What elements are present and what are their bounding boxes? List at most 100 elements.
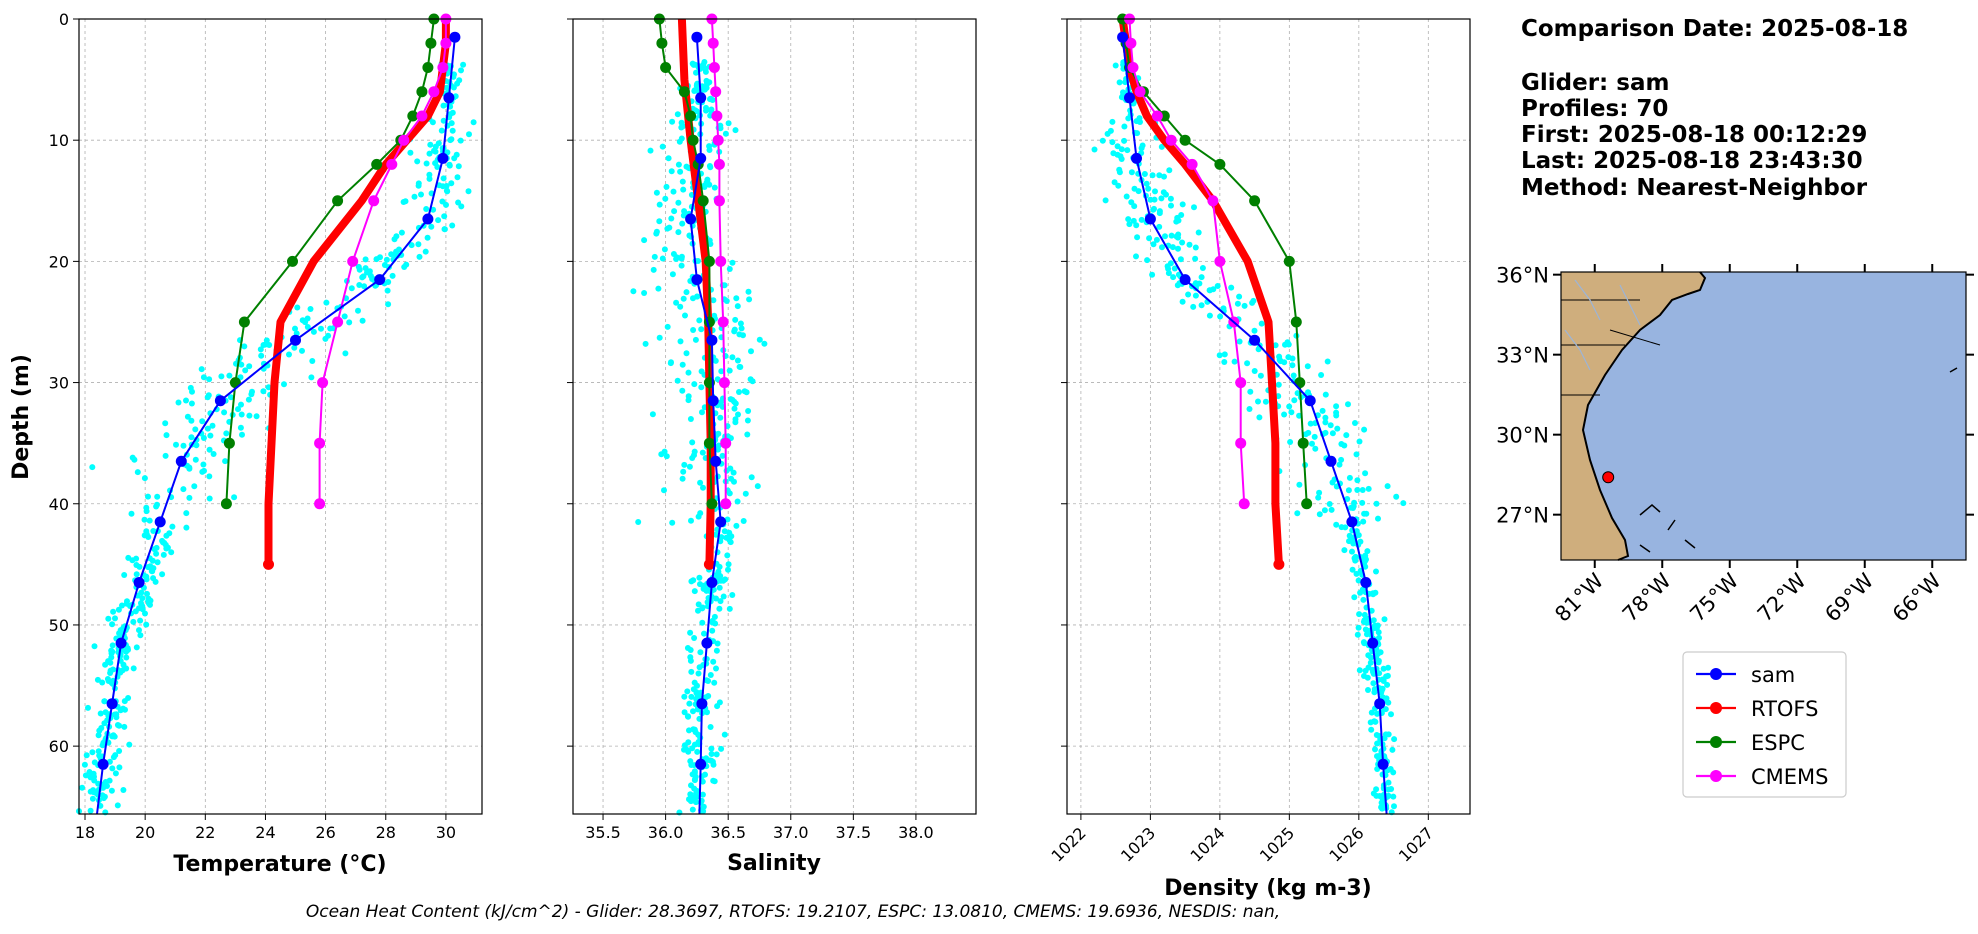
- scatter-point: [83, 752, 90, 759]
- scatter-point: [1385, 779, 1392, 786]
- scatter-point: [1349, 566, 1356, 573]
- scatter-point: [193, 442, 200, 449]
- scatter-point: [635, 519, 642, 525]
- scatter-point: [678, 255, 685, 262]
- scatter-point: [1170, 274, 1177, 281]
- scatter-point: [162, 452, 169, 459]
- scatter-point: [1377, 649, 1384, 656]
- scatter-point: [1355, 532, 1362, 539]
- series-line-sam: [689, 37, 722, 815]
- scatter-point: [414, 158, 421, 165]
- scatter-point: [149, 568, 156, 575]
- scatter-point: [708, 745, 715, 752]
- scatter-point: [455, 163, 462, 170]
- scatter-point: [697, 649, 704, 656]
- scatter-point: [359, 317, 366, 324]
- x-tick-label: 1027: [1395, 823, 1437, 865]
- scatter-point: [1133, 222, 1140, 229]
- glider-location-marker: [1602, 471, 1615, 484]
- scatter-point: [1198, 274, 1205, 281]
- scatter-point: [693, 82, 700, 89]
- series-point-cmems: [710, 86, 722, 98]
- scatter-point: [734, 498, 741, 505]
- scatter-point: [733, 522, 740, 529]
- series-point-espc: [703, 437, 715, 449]
- x-tick-label: 1022: [1047, 823, 1089, 865]
- scatter-point: [86, 769, 93, 775]
- scatter-point: [707, 241, 714, 247]
- scatter-point: [204, 394, 211, 401]
- scatter-point: [1161, 173, 1167, 180]
- scatter-point: [116, 722, 123, 729]
- scatter-point: [246, 363, 253, 370]
- scatter-point: [679, 361, 686, 368]
- y-tick-label: 60: [49, 737, 69, 756]
- series-point-cmems: [428, 86, 440, 98]
- scatter-point: [458, 67, 464, 74]
- scatter-point: [389, 272, 396, 279]
- scatter-point: [683, 350, 690, 357]
- scatter-point: [238, 401, 244, 408]
- map-lon-label: 81°W: [1550, 568, 1608, 626]
- scatter-point: [725, 566, 731, 573]
- series-point-sam: [1367, 637, 1379, 649]
- map-lon-label: 75°W: [1685, 568, 1743, 626]
- scatter-point: [222, 458, 229, 465]
- scatter-point: [1372, 718, 1379, 725]
- scatter-point: [131, 456, 138, 463]
- scatter-point: [381, 262, 388, 268]
- scatter-point: [124, 645, 131, 652]
- scatter-point: [731, 328, 738, 335]
- scatter-point: [701, 630, 707, 637]
- scatter-point: [1345, 487, 1352, 494]
- scatter-point: [729, 354, 736, 361]
- ohc-summary: Ocean Heat Content (kJ/cm^2) - Glider: 2…: [306, 902, 1280, 922]
- scatter-point: [110, 732, 117, 739]
- scatter-point: [695, 739, 702, 745]
- scatter-point: [1369, 666, 1376, 673]
- scatter-point: [677, 303, 684, 310]
- scatter-point: [650, 266, 657, 273]
- scatter-point: [734, 357, 741, 364]
- scatter-point: [1326, 501, 1333, 507]
- scatter-point: [1179, 298, 1186, 305]
- series-point-cmems: [1186, 158, 1198, 170]
- scatter-point: [681, 208, 688, 215]
- scatter-point: [659, 255, 666, 262]
- scatter-point: [168, 549, 175, 556]
- scatter-point: [221, 409, 228, 416]
- scatter-point: [688, 517, 694, 524]
- scatter-point: [1364, 548, 1371, 555]
- scatter-point: [304, 315, 311, 322]
- series-point-sam: [706, 334, 718, 346]
- scatter-point: [700, 484, 706, 491]
- scatter-point: [102, 779, 109, 785]
- scatter-point: [1374, 740, 1381, 747]
- scatter-point: [1367, 719, 1374, 726]
- scatter-point: [1385, 664, 1392, 671]
- scatter-point: [712, 531, 719, 538]
- scatter-point: [415, 180, 422, 187]
- legend-marker-cmems: [1710, 770, 1722, 782]
- scatter-point: [173, 441, 179, 448]
- scatter-point: [708, 106, 715, 113]
- scatter-point: [1361, 640, 1368, 647]
- scatter-point: [1373, 625, 1380, 632]
- scatter-point: [239, 431, 245, 438]
- scatter-point: [446, 162, 453, 169]
- scatter-point: [108, 654, 115, 661]
- scatter-point: [1192, 292, 1199, 299]
- scatter-point: [377, 254, 383, 261]
- scatter-point: [671, 208, 678, 215]
- y-tick-label: 10: [49, 131, 69, 150]
- scatter-point: [656, 201, 663, 208]
- scatter-point: [714, 376, 721, 383]
- scatter-point: [426, 175, 433, 182]
- scatter-point: [117, 669, 124, 676]
- scatter-point: [738, 325, 745, 332]
- scatter-point: [1322, 419, 1329, 426]
- scatter-point: [369, 276, 376, 282]
- scatter-point: [348, 285, 355, 292]
- scatter-point: [674, 111, 681, 118]
- series-point-sam: [706, 577, 718, 588]
